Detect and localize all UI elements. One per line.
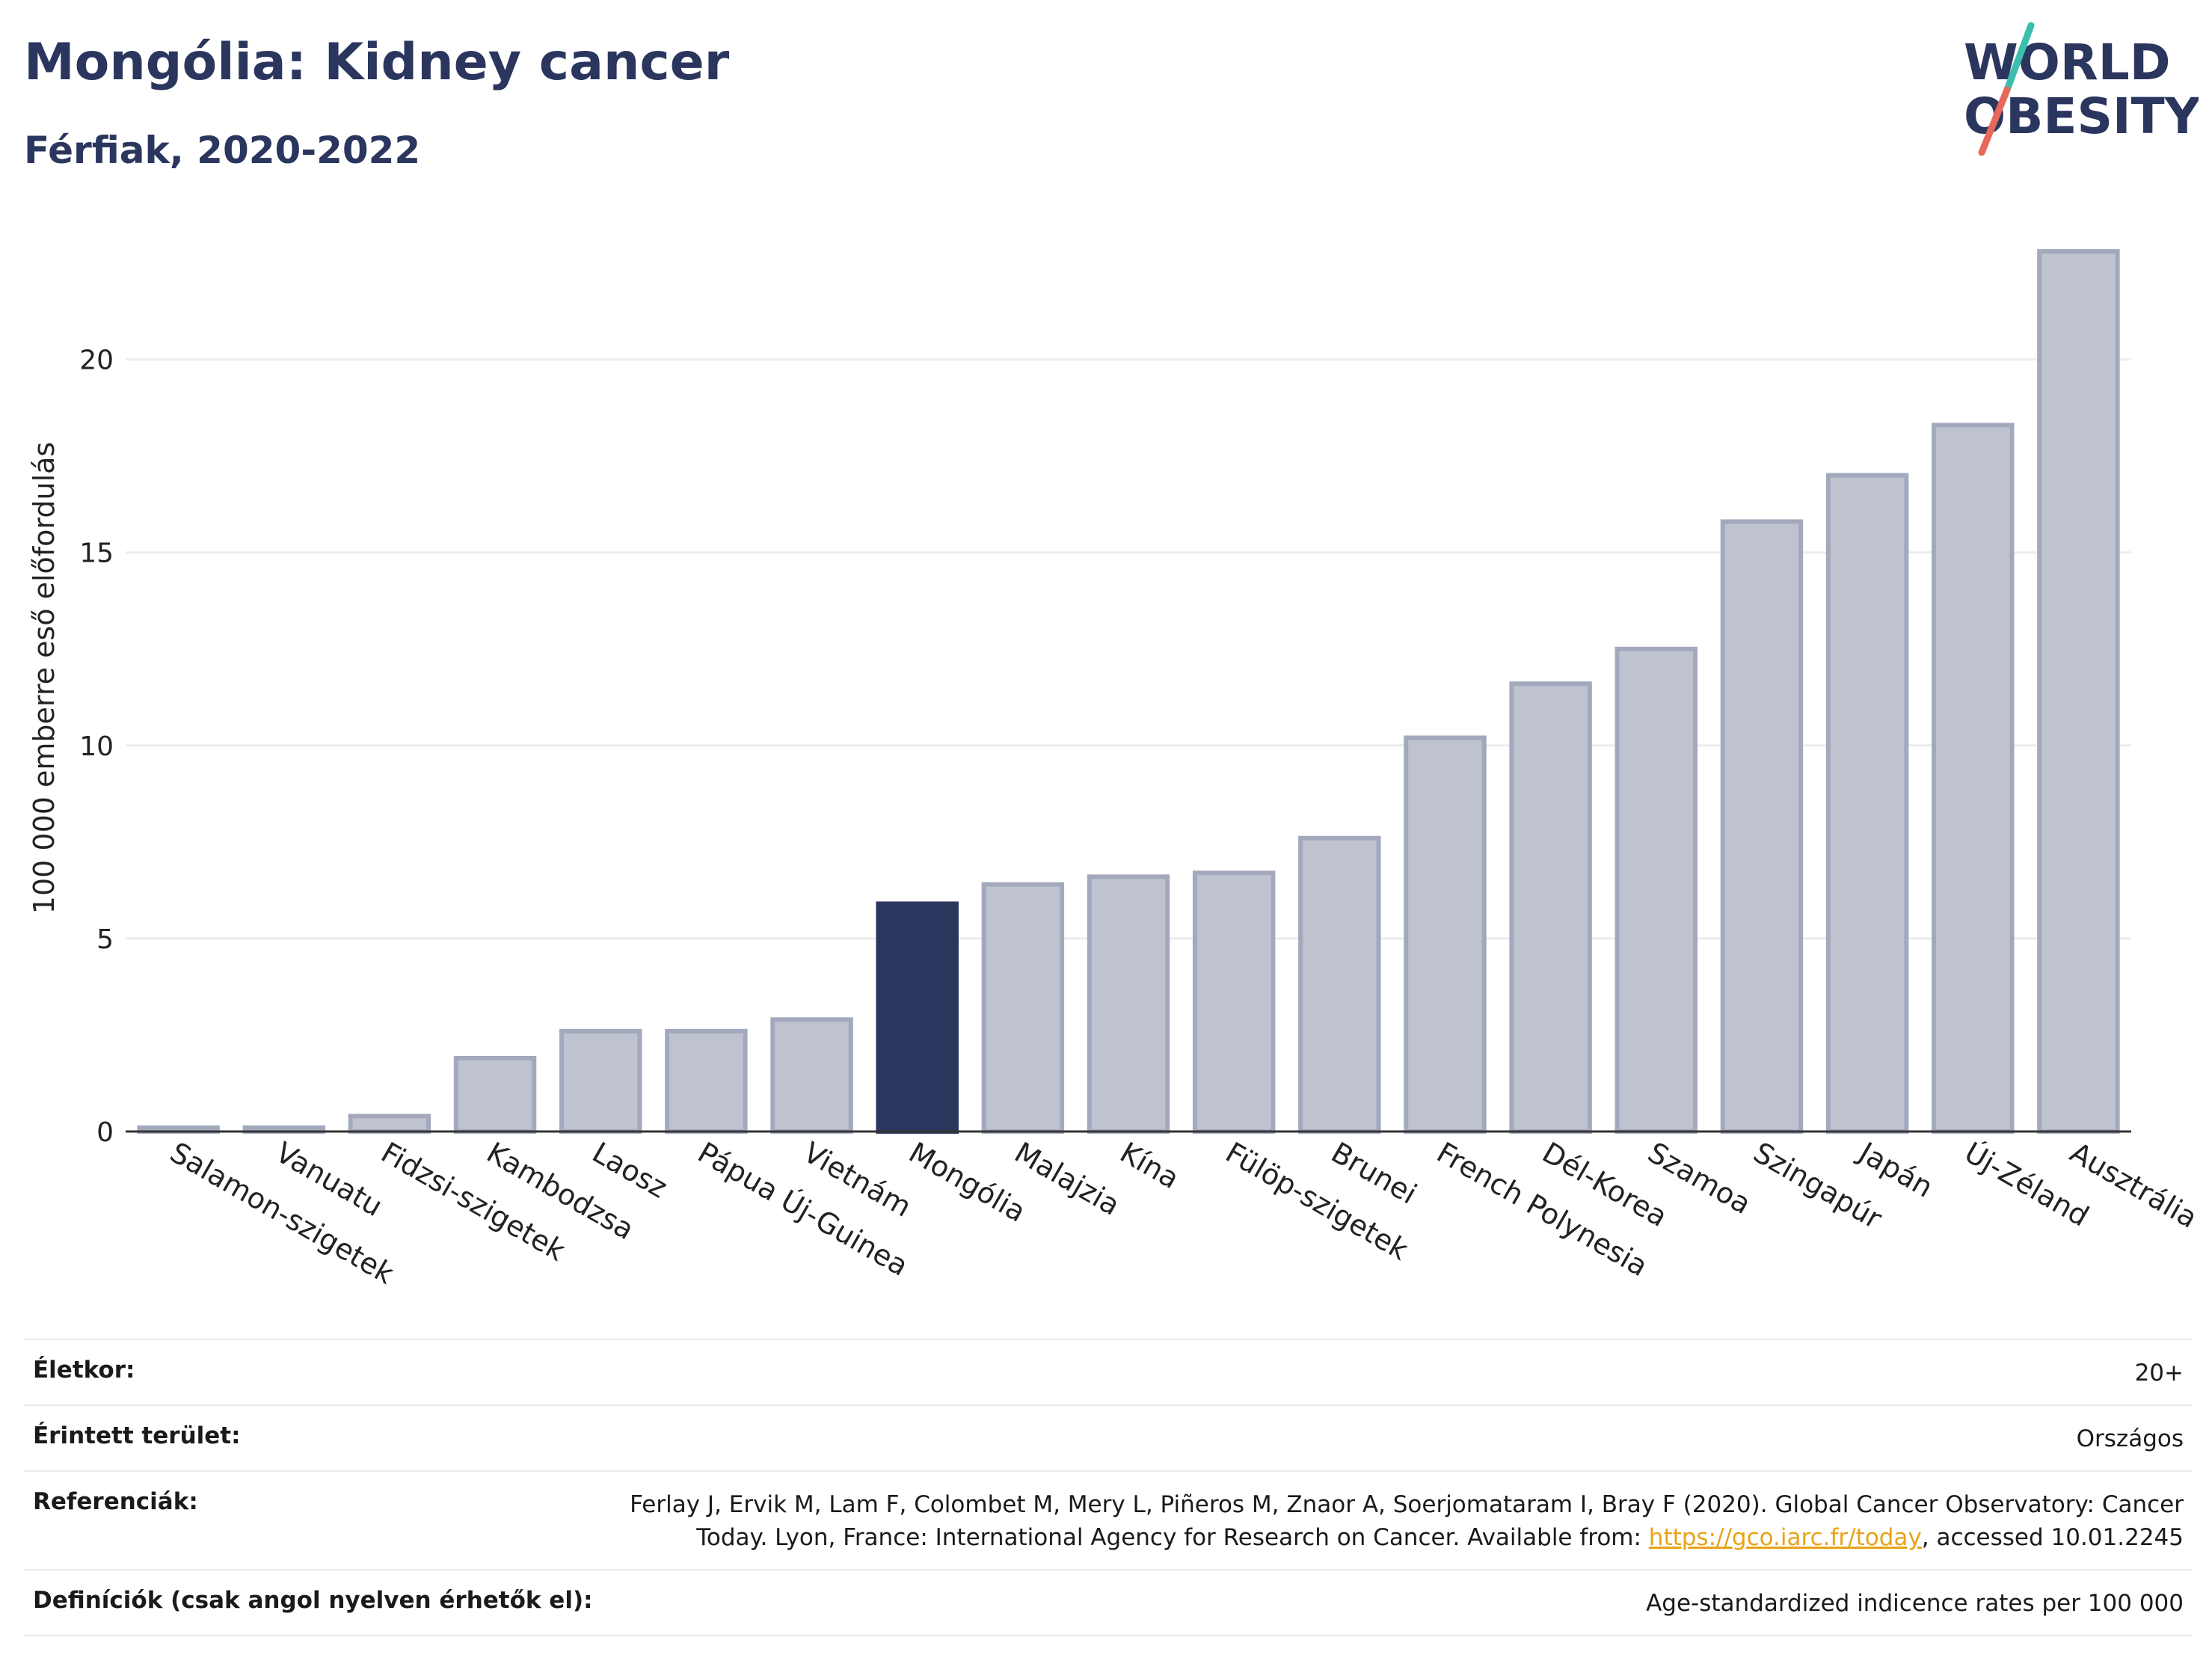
- logo-slash-bottom: [1978, 86, 2011, 156]
- bar-p-pua-j-guinea: [665, 1028, 748, 1134]
- bar-szamoa: [1615, 646, 1698, 1134]
- y-tick-label: 15: [79, 538, 114, 569]
- area-value: Országos: [2076, 1425, 2184, 1452]
- bar-kambodzsa: [453, 1055, 537, 1134]
- x-tick-label: Malajzia: [1009, 1136, 1125, 1222]
- x-tick-label: Mongólia: [903, 1136, 1031, 1229]
- bar-brunei: [1298, 835, 1381, 1134]
- bar--j-z-land: [1932, 423, 2015, 1134]
- references-label: Referenciák:: [33, 1488, 198, 1515]
- references-line2-pre: Today. Lyon, France: International Agenc…: [696, 1524, 1649, 1551]
- references-link[interactable]: https://gco.iarc.fr/today: [1648, 1524, 1922, 1551]
- logo-slash-top: [2003, 22, 2035, 93]
- bar-french-polynesia: [1404, 735, 1487, 1134]
- x-tick-label: Fidzsi-szigetek: [375, 1136, 571, 1268]
- area-label: Érintett terület:: [33, 1422, 241, 1449]
- definitions-label: Definíciók (csak angol nyelven érhetők e…: [33, 1587, 593, 1614]
- meta-row-definitions: Definíciók (csak angol nyelven érhetők e…: [24, 1569, 2193, 1636]
- definitions-value: Age-standardized indicence rates per 100…: [1646, 1590, 2184, 1617]
- y-tick-label: 20: [79, 346, 114, 376]
- x-tick-label: Kína: [1115, 1136, 1185, 1196]
- logo-line1: WORLD: [1964, 34, 2171, 91]
- y-tick-label: 0: [96, 1117, 114, 1148]
- y-tick-label: 5: [96, 924, 114, 955]
- bar-laosz: [559, 1028, 642, 1134]
- metadata-table: Életkor: 20+ Érintett terület: Országos …: [24, 1339, 2193, 1636]
- bar-malajzia: [981, 882, 1065, 1134]
- bar-jap-n: [1825, 473, 1909, 1134]
- bar-szingap-r: [1720, 519, 1804, 1134]
- meta-row-age: Életkor: 20+: [24, 1339, 2193, 1404]
- meta-row-area: Érintett terület: Országos: [24, 1404, 2193, 1470]
- bar-mong-lia: [876, 901, 959, 1134]
- bar-ausztr-lia: [2037, 249, 2120, 1134]
- age-value: 20+: [2134, 1360, 2184, 1387]
- x-tick-label: Fülöp-szigetek: [1220, 1136, 1414, 1267]
- bar-k-na: [1087, 874, 1170, 1134]
- bar-vietn-m: [770, 1017, 853, 1134]
- age-label: Életkor:: [33, 1357, 135, 1384]
- bar-d-l-korea: [1509, 681, 1592, 1134]
- meta-row-references: Referenciák: Ferlay J, Ervik M, Lam F, C…: [24, 1470, 2193, 1569]
- chart-title: Mongólia: Kidney cancer: [24, 33, 730, 92]
- references-line2-post: , accessed 10.01.2245: [1921, 1524, 2184, 1551]
- references-line1: Ferlay J, Ervik M, Lam F, Colombet M, Me…: [630, 1491, 2184, 1518]
- world-obesity-logo: WORLD OBESITY: [1964, 22, 2199, 156]
- bar-f-l-p-szigetek: [1192, 871, 1276, 1134]
- references-value: Ferlay J, Ervik M, Lam F, Colombet M, Me…: [630, 1488, 2184, 1554]
- y-tick-label: 10: [79, 731, 114, 762]
- chart-subtitle: Férfiak, 2020-2022: [24, 129, 421, 172]
- bar-fidzsi-szigetek: [348, 1114, 431, 1134]
- y-axis-title: 100 000 emberre eső előfordulás: [28, 442, 61, 914]
